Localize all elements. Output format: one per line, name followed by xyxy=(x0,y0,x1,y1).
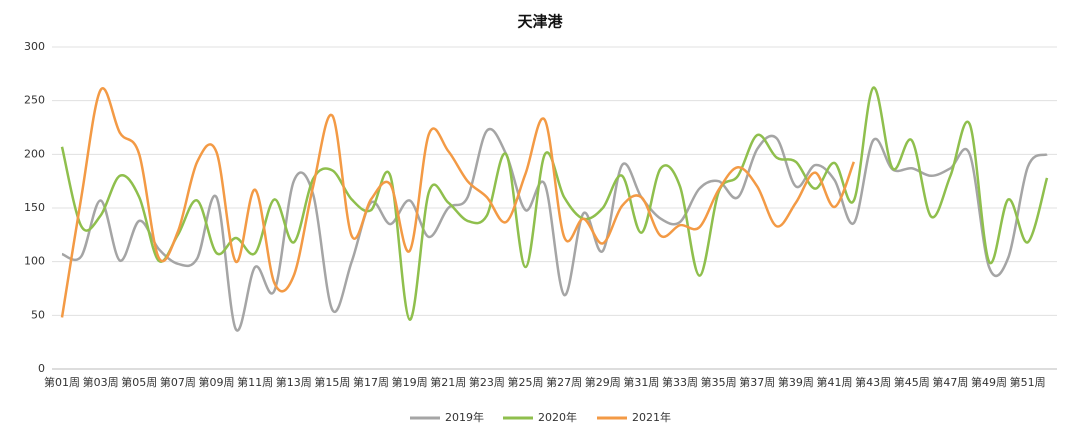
y-tick-label: 50 xyxy=(31,308,45,321)
legend-label: 2020年 xyxy=(538,410,577,424)
x-tick-label: 第03周 xyxy=(83,375,119,389)
y-tick-label: 200 xyxy=(24,147,45,160)
series-line xyxy=(60,86,856,318)
x-tick-label: 第35周 xyxy=(701,375,737,389)
y-tick-label: 300 xyxy=(24,40,45,53)
x-tick-label: 第39周 xyxy=(778,375,814,389)
x-tick-label: 第15周 xyxy=(314,375,350,389)
chart-title: 天津港 xyxy=(517,13,563,31)
x-tick-label: 第09周 xyxy=(199,375,235,389)
x-tick-label: 第23周 xyxy=(469,375,505,389)
legend-label: 2021年 xyxy=(632,410,671,424)
y-tick-label: 150 xyxy=(24,201,45,214)
x-tick-label: 第13周 xyxy=(276,375,312,389)
x-tick-label: 第19周 xyxy=(392,375,428,389)
y-tick-label: 0 xyxy=(38,362,45,375)
x-tick-label: 第41周 xyxy=(817,375,853,389)
x-tick-label: 第27周 xyxy=(546,375,582,389)
legend-label: 2019年 xyxy=(445,410,484,424)
x-tick-label: 第37周 xyxy=(739,375,775,389)
x-tick-label: 第47周 xyxy=(932,375,968,389)
series-line xyxy=(61,127,1048,332)
x-tick-label: 第49周 xyxy=(971,375,1007,389)
x-tick-label: 第05周 xyxy=(121,375,157,389)
x-tick-label: 第11周 xyxy=(237,375,273,389)
x-tick-label: 第45周 xyxy=(894,375,930,389)
x-tick-label: 第31周 xyxy=(623,375,659,389)
series-line xyxy=(60,86,1049,321)
x-tick-label: 第21周 xyxy=(430,375,466,389)
x-tick-label: 第17周 xyxy=(353,375,389,389)
x-tick-label: 第43周 xyxy=(855,375,891,389)
x-tick-label: 第25周 xyxy=(508,375,544,389)
y-tick-label: 250 xyxy=(24,94,45,107)
y-tick-label: 100 xyxy=(24,255,45,268)
x-tick-label: 第51周 xyxy=(1010,375,1046,389)
x-tick-label: 第01周 xyxy=(44,375,80,389)
x-tick-label: 第29周 xyxy=(585,375,621,389)
x-tick-label: 第07周 xyxy=(160,375,196,389)
x-tick-label: 第33周 xyxy=(662,375,698,389)
